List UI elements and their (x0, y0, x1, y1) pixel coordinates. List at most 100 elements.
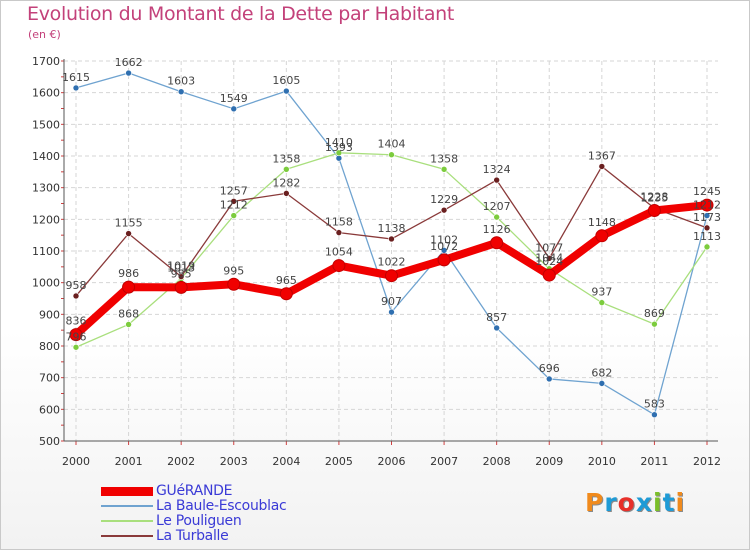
y-tick-label: 1100 (32, 245, 60, 258)
data-label: 796 (66, 330, 87, 343)
x-tick-label: 2006 (378, 455, 406, 468)
data-point (703, 212, 711, 219)
legend-label: GUéRANDE (156, 483, 233, 499)
data-point (595, 229, 609, 243)
data-point (125, 69, 132, 77)
data-point (598, 299, 606, 306)
data-point (545, 254, 553, 262)
data-point (279, 287, 293, 301)
brand-letter: t (662, 488, 676, 517)
x-tick-label: 2010 (588, 455, 616, 468)
data-point (230, 105, 238, 113)
data-label: 986 (118, 267, 139, 280)
data-label: 1013 (167, 262, 195, 275)
y-tick-label: 1400 (32, 150, 60, 163)
y-tick-label: 1300 (32, 182, 60, 195)
data-label: 1019 (167, 260, 195, 273)
data-label: 1077 (535, 241, 563, 254)
data-point (72, 343, 80, 351)
data-point (69, 328, 83, 342)
data-label: 836 (66, 315, 87, 328)
data-label: 696 (539, 362, 560, 375)
y-tick-label: 1000 (32, 277, 60, 290)
x-tick-label: 2008 (483, 455, 511, 468)
legend-swatch (101, 486, 153, 496)
data-label: 1549 (220, 92, 248, 105)
data-label: 1044 (535, 252, 563, 265)
data-point (388, 235, 395, 243)
data-label: 907 (381, 295, 402, 308)
series-la-baule-escoublac (72, 69, 711, 419)
data-label: 1228 (640, 190, 668, 203)
x-tick-label: 2007 (430, 455, 458, 468)
brand-letter: o (617, 488, 636, 517)
legend-label: La Turballe (156, 528, 229, 544)
data-label: 857 (486, 311, 507, 324)
y-tick-label: 1600 (32, 87, 60, 100)
x-tick-label: 2004 (272, 455, 300, 468)
data-label: 1245 (693, 185, 721, 198)
data-label: 1102 (430, 233, 458, 246)
data-label: 1358 (430, 152, 458, 165)
data-point (177, 88, 185, 96)
data-point (335, 229, 343, 236)
x-tick-label: 2011 (640, 455, 668, 468)
data-label: 1072 (430, 240, 458, 253)
brand-letter: P (585, 488, 605, 517)
data-point (230, 197, 238, 205)
data-label: 1113 (693, 230, 721, 243)
data-point (700, 198, 714, 212)
data-label: 1022 (378, 256, 406, 269)
chart-title: Evolution du Montant de la Dette par Hab… (27, 3, 455, 25)
data-point (72, 292, 80, 300)
data-point (388, 308, 395, 316)
data-label: 1615 (62, 71, 90, 84)
brand-letter: i (653, 488, 663, 517)
data-point (651, 411, 658, 419)
data-point (703, 243, 711, 251)
data-point (651, 320, 658, 328)
brand-letter: i (675, 488, 686, 517)
data-label: 1235 (640, 191, 668, 204)
data-label: 1173 (693, 211, 721, 224)
data-label: 958 (66, 279, 87, 292)
legend-swatch (101, 505, 153, 507)
data-label: 1207 (483, 200, 511, 213)
legend-swatch (101, 535, 153, 537)
x-tick-label: 2003 (220, 455, 248, 468)
data-label: 682 (591, 366, 612, 379)
data-point (125, 321, 132, 328)
legend-swatch (101, 520, 153, 522)
data-label: 995 (223, 264, 244, 277)
chart-subtitle: (en €) (28, 28, 61, 41)
series-lines (69, 69, 714, 419)
data-label: 1229 (430, 193, 458, 206)
legend-label: Le Pouliguen (156, 513, 242, 529)
data-point (388, 151, 395, 159)
data-label: 1148 (588, 216, 616, 229)
x-tick-label: 2012 (693, 455, 721, 468)
data-point (283, 190, 290, 197)
data-label: 1393 (325, 141, 353, 154)
y-tick-label: 600 (39, 403, 60, 416)
y-tick-label: 1500 (32, 118, 60, 131)
data-label: 937 (591, 286, 612, 299)
data-point (490, 236, 504, 250)
data-point (332, 259, 346, 273)
data-point (493, 324, 500, 332)
series-le-pouliguen (72, 149, 711, 351)
brand-logo: Proxiti (585, 488, 685, 517)
data-point (230, 212, 238, 219)
data-label: 965 (276, 274, 297, 287)
data-label: 868 (118, 307, 139, 320)
series-gu-rande (69, 198, 714, 342)
x-tick-label: 2009 (535, 455, 563, 468)
x-tick-label: 2000 (62, 455, 90, 468)
data-point (227, 277, 241, 291)
data-point (703, 224, 711, 232)
x-tick-label: 2005 (325, 455, 353, 468)
data-label: 1024 (535, 255, 563, 268)
y-tick-label: 1700 (32, 55, 60, 68)
y-tick-label: 500 (39, 435, 60, 448)
